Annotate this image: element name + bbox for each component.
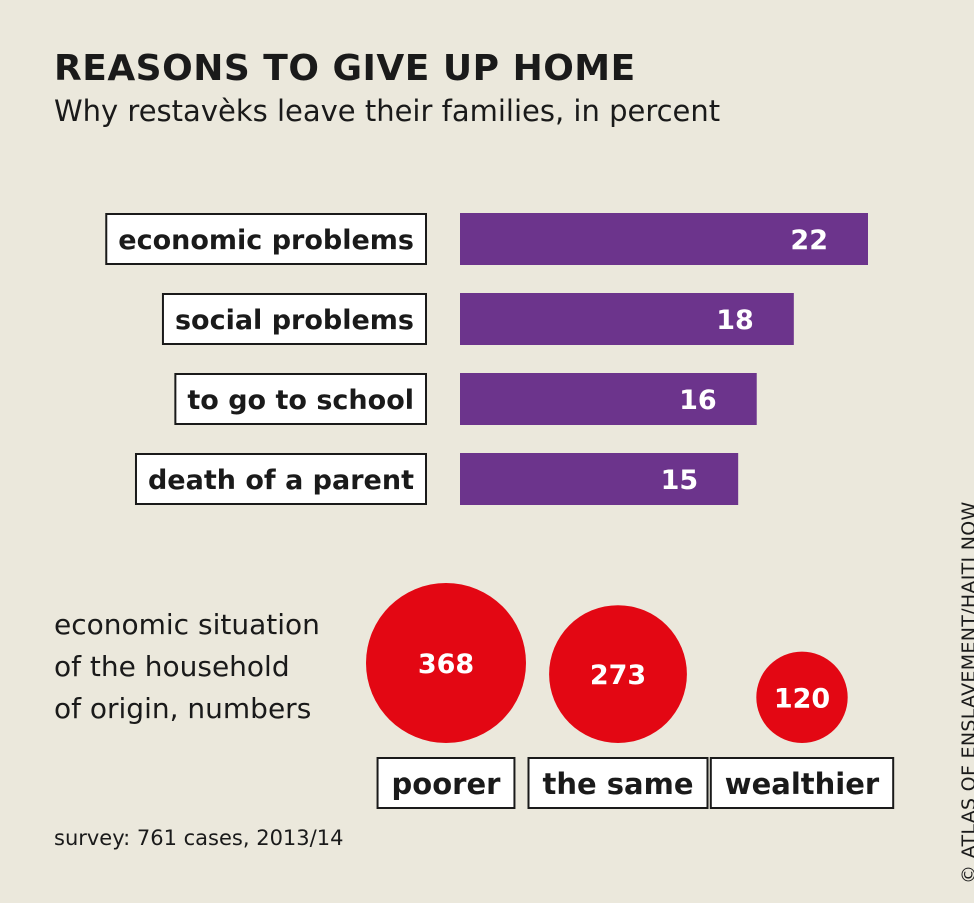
bar-value-label: 16 — [679, 385, 717, 416]
bubble-caption-line: of origin, numbers — [54, 692, 312, 725]
category-label-box — [174, 373, 427, 425]
bubble-caption-line: economic situation — [54, 608, 320, 641]
bubble-value-label: 273 — [590, 660, 646, 691]
bar-value-label: 22 — [790, 225, 828, 256]
category-label-box — [105, 213, 427, 265]
bubble-category-label: poorer — [392, 767, 502, 801]
bubble-chart-caption: economic situation of the household of o… — [54, 604, 320, 730]
bubble-value-label: 368 — [418, 649, 474, 680]
bubble — [549, 605, 687, 743]
category-label: to go to school — [187, 385, 414, 416]
category-label: death of a parent — [148, 465, 414, 496]
category-label: social problems — [175, 305, 414, 336]
bubble — [366, 583, 526, 743]
bubble-category-label: the same — [543, 767, 694, 801]
bubble-label-box — [527, 757, 709, 809]
bar — [460, 293, 794, 345]
bubble-label-box — [709, 757, 895, 809]
bar — [460, 373, 757, 425]
bar-value-label: 18 — [716, 305, 754, 336]
survey-footnote: survey: 761 cases, 2013/14 — [54, 826, 344, 850]
bubble-label-box — [376, 757, 516, 809]
category-label-box — [161, 293, 427, 345]
bubble — [756, 651, 848, 743]
chart-subtitle: Why restavèks leave their families, in p… — [54, 94, 721, 128]
bar — [460, 213, 868, 265]
category-label-box — [134, 453, 427, 505]
bubble-caption-line: of the household — [54, 650, 290, 683]
bubble-category-label: wealthier — [725, 767, 880, 801]
category-label: economic problems — [118, 225, 414, 256]
source-credit: © ATLAS OF ENSLAVEMENT/HAITI NOW — [958, 501, 974, 884]
bar — [460, 453, 739, 505]
bar-value-label: 15 — [661, 465, 699, 496]
bubble-value-label: 120 — [774, 683, 830, 714]
chart-title: REASONS TO GIVE UP HOME — [54, 48, 636, 89]
